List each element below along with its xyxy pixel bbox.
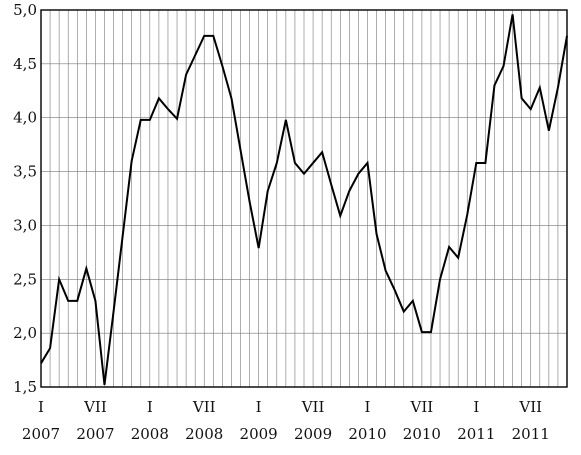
x-tick-year-label: 2008 — [185, 425, 223, 443]
series-points — [40, 14, 568, 385]
y-tick-label: 4,0 — [13, 109, 37, 127]
y-tick-label: 1,5 — [13, 378, 37, 396]
x-tick-year-label: 2011 — [457, 425, 495, 443]
x-tick-year-label: 2007 — [22, 425, 60, 443]
x-tick-month-label: I — [473, 398, 479, 416]
x-tick-month-label: VII — [83, 398, 107, 416]
x-axis-tick-labels: I 2007 VII 2007 I 2008 VII 2008 I 2009 VII 2009 I 201… — [22, 398, 550, 443]
plot-area-border — [40, 9, 568, 388]
x-tick-year-label: 2010 — [403, 425, 441, 443]
x-tick-month-label: I — [365, 398, 371, 416]
x-tick-year-label: 2009 — [240, 425, 278, 443]
x-tick-year-label: 2009 — [294, 425, 332, 443]
x-tick-month-label: I — [256, 398, 262, 416]
x-tick-year-label: 2008 — [131, 425, 169, 443]
y-tick-label: 3,0 — [13, 216, 37, 234]
x-tick-month-label: I — [147, 398, 153, 416]
x-tick-month-label: I — [38, 398, 44, 416]
x-tick-year-label: 2011 — [512, 425, 550, 443]
y-tick-label: 2,5 — [13, 270, 37, 288]
y-tick-label: 2,0 — [13, 324, 37, 342]
y-tick-label: 4,5 — [13, 55, 37, 73]
x-tick-month-label: VII — [192, 398, 216, 416]
chart-grid — [40, 9, 568, 388]
y-tick-label: 3,5 — [13, 163, 37, 181]
x-tick-year-label: 2010 — [348, 425, 386, 443]
y-tick-label: 5,0 — [13, 1, 37, 19]
x-tick-month-label: VII — [301, 398, 325, 416]
x-tick-month-label: VII — [518, 398, 542, 416]
x-tick-year-label: 2007 — [76, 425, 114, 443]
x-tick-month-label: VII — [410, 398, 434, 416]
y-axis-tick-labels: 1,5 2,0 2,5 3,0 3,5 4,0 4,5 5,0 — [13, 1, 37, 396]
